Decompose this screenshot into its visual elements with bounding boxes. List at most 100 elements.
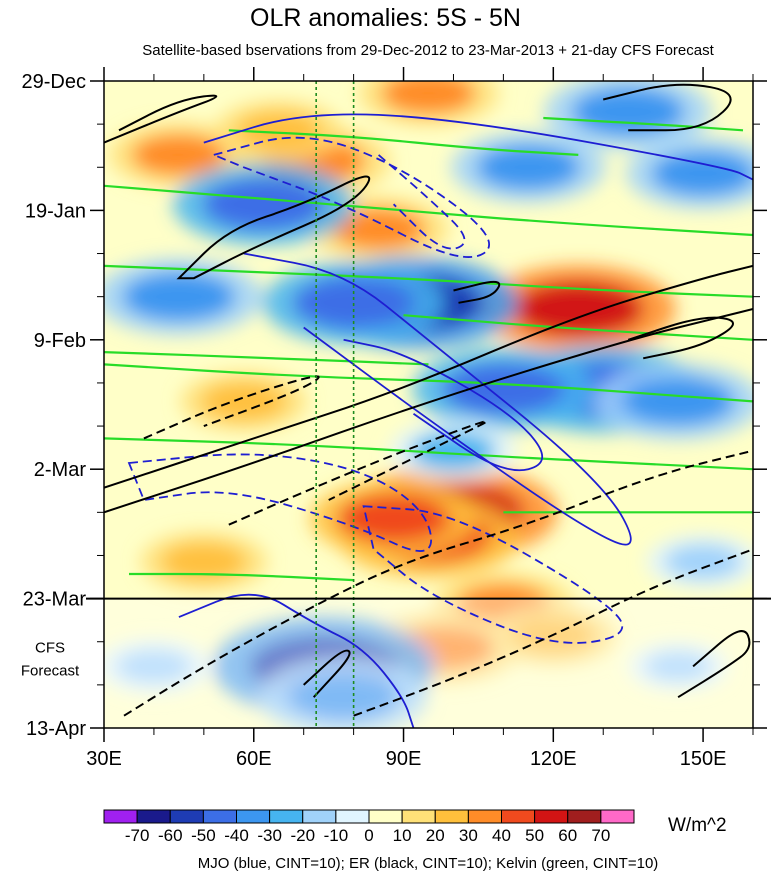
heat-blob (476, 145, 580, 190)
plot-border (103, 80, 754, 729)
colorbar-label: 10 (393, 826, 412, 845)
er-contour (627, 316, 734, 360)
heat-blob (115, 649, 192, 684)
heat-blob (293, 277, 415, 329)
heat-blob (122, 272, 235, 321)
colorbar: -70 -60 -50 -40 -30 -20 -10 0 10 20 30 40 50 60 70 (103, 809, 635, 845)
heat-blob (410, 431, 496, 470)
colorbar-swatch (202, 809, 237, 824)
colorbar-label: 40 (492, 826, 511, 845)
heat-blob (131, 134, 226, 176)
colorbar-swatch (169, 809, 204, 824)
colorbar-swatch (335, 809, 370, 824)
colorbar-label: -50 (191, 826, 216, 845)
kelvin-contour (104, 363, 753, 403)
colorbar-swatch (103, 809, 138, 824)
er-contour (143, 375, 320, 440)
heat-blob (442, 363, 564, 415)
heat-blob (201, 382, 287, 421)
er-contour (453, 280, 501, 304)
mjo-contour (243, 252, 632, 546)
colorbar-label: 20 (426, 826, 445, 845)
er-contour (602, 83, 732, 132)
forecast-label: Forecast (21, 663, 80, 680)
mjo-contour (378, 154, 466, 250)
mjo-contour (343, 338, 543, 472)
colorbar-swatch (136, 809, 171, 824)
y-tick-label: 2-Mar (34, 459, 87, 481)
plot-frame (86, 80, 771, 729)
mjo-contour (362, 505, 624, 644)
x-tick-label: 90E (386, 748, 422, 770)
colorbar-swatch (600, 809, 635, 824)
colorbar-label: -20 (290, 826, 315, 845)
colorbar-label: -30 (257, 826, 282, 845)
kelvin-contour (543, 116, 744, 132)
x-tick-label: 120E (530, 748, 577, 770)
colorbar-swatch (567, 809, 602, 824)
er-contour (104, 94, 218, 144)
heat-blob (161, 542, 247, 581)
colorbar-swatch (269, 809, 304, 824)
heat-blob (331, 208, 426, 250)
kelvin-contour (104, 437, 753, 471)
er-contour (303, 649, 351, 698)
colorbar-label: 50 (525, 826, 544, 845)
chart-title: OLR anomalies: 5S - 5N (250, 4, 521, 32)
colorbar-swatch (401, 809, 436, 824)
er-contour (176, 175, 371, 280)
mjo-contour (178, 593, 415, 728)
colorbar-swatch (501, 809, 536, 824)
heat-blob (236, 111, 322, 150)
colorbar-swatch (368, 809, 403, 824)
heat-blob (203, 178, 325, 230)
heat-blob (622, 377, 735, 426)
forecast-overlay (104, 598, 753, 728)
x-tick-label: 60E (236, 748, 272, 770)
mjo-contour (211, 136, 490, 258)
y-tick-label: 9-Feb (34, 330, 86, 352)
colorbar-label: 60 (558, 826, 577, 845)
kelvin-contour (104, 351, 429, 366)
colorbar-label: 30 (459, 826, 478, 845)
er-contour (353, 548, 753, 717)
x-tick-label: 150E (680, 748, 727, 770)
er-contour (104, 264, 753, 489)
colorbar-label: -10 (324, 826, 349, 845)
colorbar-label: -70 (125, 826, 150, 845)
colorbar-swatch (302, 809, 337, 824)
colorbar-swatch (434, 809, 469, 824)
heat-blob (665, 544, 742, 579)
mjo-contour (127, 453, 432, 552)
colorbar-units: W/m^2 (668, 815, 727, 836)
kelvin-contour (129, 572, 354, 582)
chart-subtitle: Satellite-based bservations from 29-Dec-… (142, 42, 714, 59)
colorbar-swatch (236, 809, 271, 824)
y-tick-label: 13-Apr (26, 718, 86, 740)
er-contour (228, 420, 488, 526)
y-tick-label: 19-Jan (25, 200, 86, 222)
anomaly-field (104, 81, 753, 728)
kelvin-contour (228, 129, 579, 156)
mjo-contour (203, 113, 753, 181)
colorbar-label: -40 (224, 826, 249, 845)
colorbar-swatch (467, 809, 502, 824)
wave-contours (104, 83, 753, 728)
contour-legend: MJO (blue, CINT=10); ER (black, CINT=10)… (197, 855, 659, 872)
heat-blob (513, 281, 644, 337)
heat-blob (651, 151, 753, 196)
forecast-label: CFS (35, 640, 65, 657)
colorbar-label: 70 (591, 826, 610, 845)
kelvin-contour (403, 314, 753, 341)
y-tick-label: 23-Mar (23, 589, 87, 611)
colorbar-label: 0 (364, 826, 373, 845)
heat-blob (381, 81, 476, 114)
kelvin-contour (104, 264, 753, 298)
heat-blob (644, 651, 712, 682)
er-contour (104, 308, 753, 514)
kelvin-contour (104, 184, 753, 237)
colorbar-swatch (534, 809, 569, 824)
y-tick-label: 29-Dec (22, 71, 86, 93)
